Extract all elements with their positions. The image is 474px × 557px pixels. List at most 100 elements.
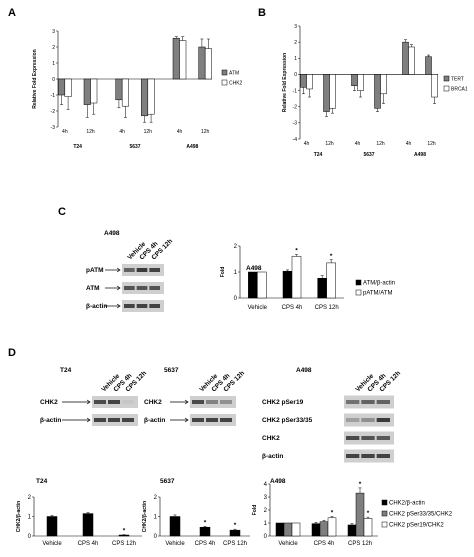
group-label: A498 [186,144,198,150]
blot-band [376,400,390,404]
y-tick-label: 0 [28,534,32,540]
bar [275,522,285,537]
bar [90,78,98,104]
blot-band [346,418,360,422]
bar [323,74,330,112]
blot-band [220,400,232,404]
blot-band [124,304,135,308]
blot-band [124,268,135,272]
blot-band [376,436,390,440]
blot-band [192,400,204,404]
legend-swatch [381,510,388,517]
legend-swatch [443,85,450,92]
blot-band [361,436,375,440]
y-tick-label: 2 [234,244,238,250]
chart-title: T24 [36,478,48,485]
x-tick-label: Vehicle [165,541,185,547]
legend-label: pATM/ATM [363,291,392,297]
legend-label: CHK2 [229,81,243,87]
bar [357,74,364,91]
legend-swatch [443,75,450,82]
blot-band [94,418,106,422]
bar [82,513,94,537]
bar [300,74,307,88]
x-tick-label: 12h [427,141,436,147]
blot-row-label: ATM [86,285,100,292]
x-tick-label: 12h [144,129,153,135]
x-tick-label: CPS 12h [315,305,339,311]
bar [169,516,181,537]
bar [179,40,187,80]
blot-arrow-head [116,303,121,309]
legend-swatch [355,279,362,286]
x-tick-label: CPS 12h [223,541,247,547]
blot-arrow-head [184,417,189,423]
y-tick-label: 0 [234,296,238,302]
significance-star: * [234,522,237,529]
legend-label: CHK2 pSer33/35/CHK2 [389,512,453,518]
blot-band [108,400,120,404]
chart-b: 3 2 1 0 -1 -2 -3 -4 Relative Fold Expression 4h 12… [282,24,468,158]
bar [204,48,212,80]
y-axis-label: Relative Fold Expression [32,49,38,108]
bar [115,78,123,101]
y-axis-label: CHK2/β-actin [16,501,22,532]
chart-c: A498 2 1 0 Fold Vehicle CPS 4h CPS 12h * * ATM/β-a… [220,244,395,311]
x-tick-label: Vehicle [42,541,62,547]
y-tick-label: 1 [264,521,268,527]
group-label: T24 [314,152,323,158]
bar [319,521,329,537]
blot-band [206,400,218,404]
y-tick-label: 0 [154,534,158,540]
x-tick-label: 4h [355,141,361,147]
bar [229,529,241,537]
x-tick-label: 4h [406,141,412,147]
bar [327,517,337,537]
legend-label: BRCA1 [451,87,468,93]
y-tick-label: 0 [52,77,55,83]
significance-star: * [123,528,126,535]
significance-star: * [367,510,370,517]
panel-label-b: B [258,7,266,19]
y-tick-label: -2 [293,105,298,111]
y-tick-label: -1 [293,88,298,94]
legend-swatch [221,69,228,76]
blot-band [361,454,375,458]
bar [46,516,58,537]
legend-label: CHK2/β-actin [389,501,425,507]
bar [351,74,358,86]
blot-band [346,436,360,440]
bar [118,534,130,537]
y-tick-label: 3 [52,29,55,35]
bar [172,37,180,80]
blot-row-label: β-actin [86,303,107,310]
bar [282,270,293,299]
blot-arrow-head [86,399,91,405]
blot-band [376,418,390,422]
group-label: A498 [414,152,426,158]
significance-star: * [330,253,333,260]
y-tick-label: 3 [294,24,297,30]
blot-band [108,418,120,422]
blot-row-label: pATM [86,267,104,274]
chart-title: A498 [270,478,286,485]
bar [402,41,409,75]
blot-band [149,304,160,308]
blot-band [192,418,204,422]
x-tick-label: CPS 12h [112,541,136,547]
y-tick-label: 1 [28,514,32,520]
bar [408,46,415,75]
significance-star: * [295,248,298,255]
y-tick-label: -3 [51,125,56,131]
x-tick-label: 4h [62,129,68,135]
blot-row-label: CHK2 pSer33/35 [262,417,313,424]
blot-band [346,454,360,458]
panel-label-d: D [8,347,16,359]
blot-arrow-head [116,267,121,273]
bar [199,526,211,537]
bar [363,518,373,537]
